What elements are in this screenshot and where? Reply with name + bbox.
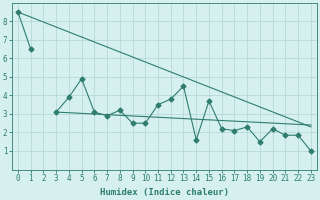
X-axis label: Humidex (Indice chaleur): Humidex (Indice chaleur) (100, 188, 229, 197)
